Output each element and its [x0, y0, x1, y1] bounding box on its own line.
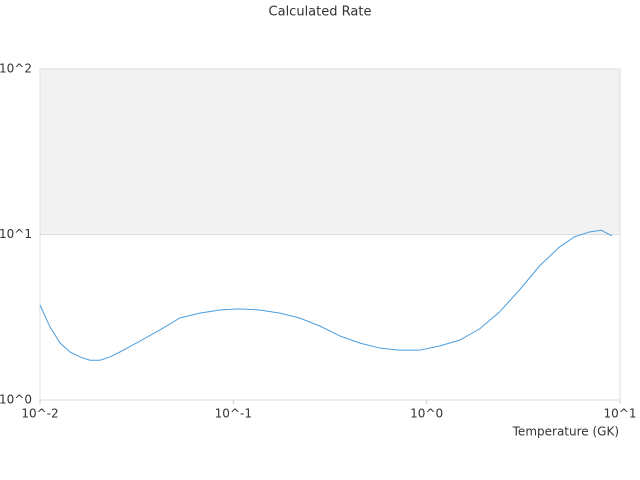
y-tick-label: 10^0	[0, 393, 32, 407]
y-tick-label: 10^1	[0, 227, 32, 241]
x-tick-label: 10^0	[410, 407, 443, 421]
data-line	[39, 229, 613, 361]
plot-band	[40, 69, 620, 235]
x-axis-label: Temperature (GK)	[512, 425, 619, 439]
x-tick-label: 10^-1	[215, 407, 252, 421]
chart-title: Calculated Rate	[269, 5, 372, 20]
y-tick-label: 10^2	[0, 62, 32, 76]
x-tick-label: 10^1	[604, 407, 637, 421]
x-tick-label: 10^-2	[21, 407, 58, 421]
